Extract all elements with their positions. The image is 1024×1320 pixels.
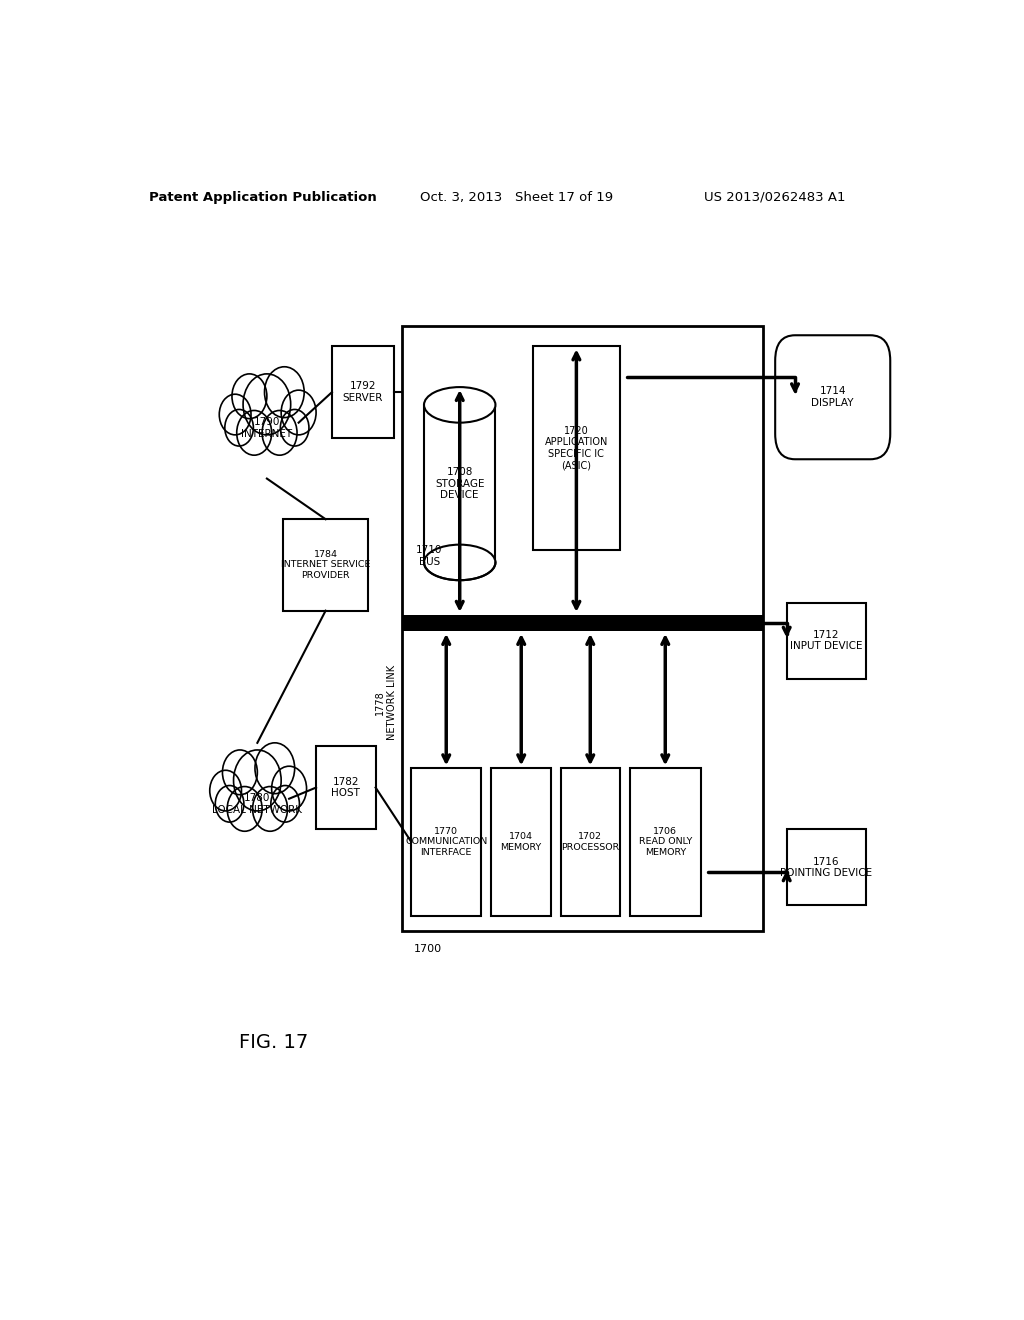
Text: 1704
MEMORY: 1704 MEMORY bbox=[501, 832, 542, 851]
Bar bbox=[560, 768, 621, 916]
Text: 1710
BUS: 1710 BUS bbox=[416, 545, 442, 568]
Bar bbox=[424, 405, 496, 562]
Ellipse shape bbox=[225, 409, 253, 446]
Bar bbox=[316, 746, 376, 829]
Text: 1700: 1700 bbox=[414, 944, 441, 954]
Ellipse shape bbox=[282, 391, 316, 434]
Ellipse shape bbox=[271, 766, 306, 810]
Bar bbox=[283, 519, 369, 611]
Ellipse shape bbox=[262, 411, 297, 455]
Text: 1780
LOCAL NETWORK: 1780 LOCAL NETWORK bbox=[212, 793, 302, 814]
Text: 1792
SERVER: 1792 SERVER bbox=[343, 381, 383, 403]
Text: 1714
DISPLAY: 1714 DISPLAY bbox=[811, 387, 854, 408]
Ellipse shape bbox=[210, 771, 242, 810]
Text: 1706
READ ONLY
MEMORY: 1706 READ ONLY MEMORY bbox=[639, 828, 692, 857]
Text: 1712
INPUT DEVICE: 1712 INPUT DEVICE bbox=[791, 630, 862, 652]
Text: 1770
COMMUNICATION
INTERFACE: 1770 COMMUNICATION INTERFACE bbox=[406, 828, 487, 857]
Ellipse shape bbox=[233, 750, 282, 810]
Text: Oct. 3, 2013   Sheet 17 of 19: Oct. 3, 2013 Sheet 17 of 19 bbox=[420, 190, 613, 203]
Ellipse shape bbox=[237, 411, 271, 455]
Text: 1702
PROCESSOR: 1702 PROCESSOR bbox=[561, 832, 620, 851]
Text: Patent Application Publication: Patent Application Publication bbox=[150, 190, 377, 203]
Bar bbox=[492, 768, 551, 916]
Text: 1716
POINTING DEVICE: 1716 POINTING DEVICE bbox=[780, 857, 872, 878]
Bar bbox=[412, 768, 481, 916]
Ellipse shape bbox=[215, 785, 244, 822]
Ellipse shape bbox=[424, 545, 496, 581]
Bar bbox=[401, 615, 763, 631]
FancyBboxPatch shape bbox=[775, 335, 890, 459]
Ellipse shape bbox=[281, 409, 309, 446]
Bar bbox=[401, 326, 763, 931]
Text: 1790
INTERNET: 1790 INTERNET bbox=[242, 417, 293, 438]
Ellipse shape bbox=[243, 374, 291, 434]
Text: 1778
NETWORK LINK: 1778 NETWORK LINK bbox=[375, 664, 396, 739]
Bar bbox=[786, 829, 866, 906]
Text: 1782
HOST: 1782 HOST bbox=[332, 776, 360, 799]
Ellipse shape bbox=[264, 367, 304, 417]
Bar bbox=[786, 602, 866, 678]
Ellipse shape bbox=[424, 387, 496, 422]
Text: US 2013/0262483 A1: US 2013/0262483 A1 bbox=[705, 190, 846, 203]
Text: 1720
APPLICATION
SPECIFIC IC
(ASIC): 1720 APPLICATION SPECIFIC IC (ASIC) bbox=[545, 425, 608, 470]
Text: 1784
INTERNET SERVICE
PROVIDER: 1784 INTERNET SERVICE PROVIDER bbox=[281, 550, 371, 579]
Bar bbox=[630, 768, 701, 916]
Ellipse shape bbox=[270, 785, 299, 822]
Text: 1708
STORAGE
DEVICE: 1708 STORAGE DEVICE bbox=[435, 467, 484, 500]
Ellipse shape bbox=[227, 787, 262, 832]
Bar bbox=[532, 346, 621, 549]
Ellipse shape bbox=[222, 750, 257, 795]
Ellipse shape bbox=[232, 374, 267, 418]
Ellipse shape bbox=[253, 787, 288, 832]
Bar bbox=[332, 346, 394, 438]
Ellipse shape bbox=[219, 395, 251, 434]
Ellipse shape bbox=[255, 743, 295, 793]
Text: FIG. 17: FIG. 17 bbox=[240, 1034, 308, 1052]
